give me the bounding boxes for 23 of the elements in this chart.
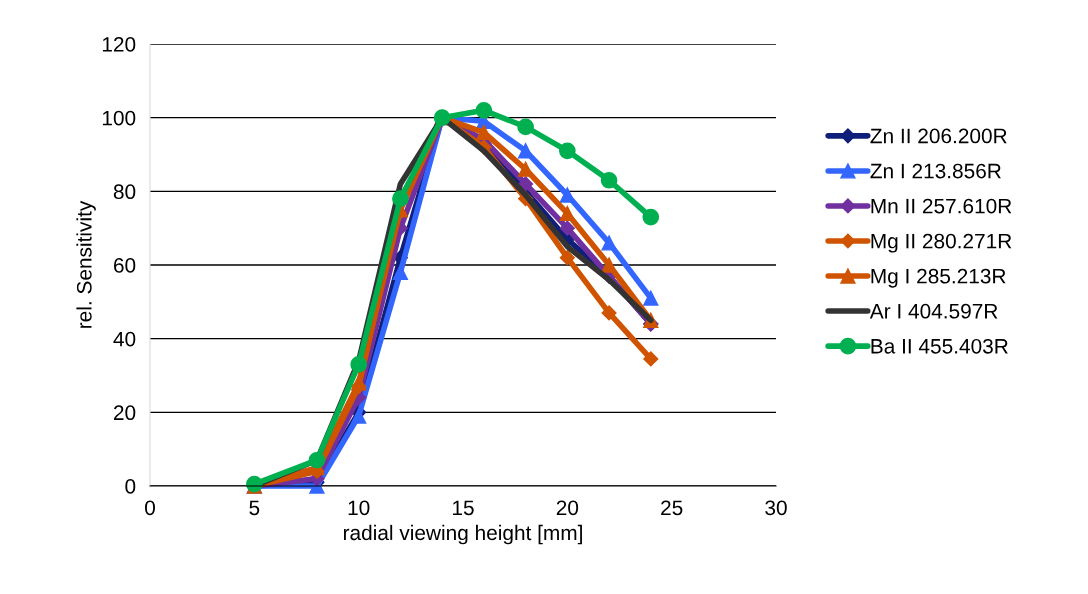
legend-label: Mg II 280.271R <box>871 233 1012 253</box>
legend-label: Mg I 285.213R <box>871 268 1006 288</box>
x-tick-label: 0 <box>145 500 155 516</box>
y-tick-label: 80 <box>113 184 136 200</box>
x-tick-label: 5 <box>249 500 260 516</box>
legend-label: Ba II 455.403R <box>871 338 1008 354</box>
y-tick-label: 0 <box>125 479 136 494</box>
y-tick-label: 60 <box>114 258 136 273</box>
x-tick-label: 10 <box>348 500 370 516</box>
y-tick-label: 20 <box>113 405 136 421</box>
x-axis-title: radial viewing height [mm] <box>343 524 582 545</box>
y-tick-label: 120 <box>102 37 136 52</box>
x-tick-label: 25 <box>661 500 683 516</box>
y-tick-label: 40 <box>113 331 136 347</box>
legend-label: Ar I 404.597R <box>869 303 998 319</box>
x-tick-label: 15 <box>453 500 474 516</box>
x-tick-label: 30 <box>765 500 787 516</box>
x-tick-label: 20 <box>556 500 579 516</box>
legend-label: Mn II 257.610R <box>871 198 1012 214</box>
legend-label: Zn II 206.200R <box>870 128 1007 144</box>
y-tick-label: 100 <box>102 110 136 126</box>
y-axis-title: rel. Sensitivity <box>76 200 96 328</box>
legend-label: Zn I 213.856R <box>870 163 1001 179</box>
